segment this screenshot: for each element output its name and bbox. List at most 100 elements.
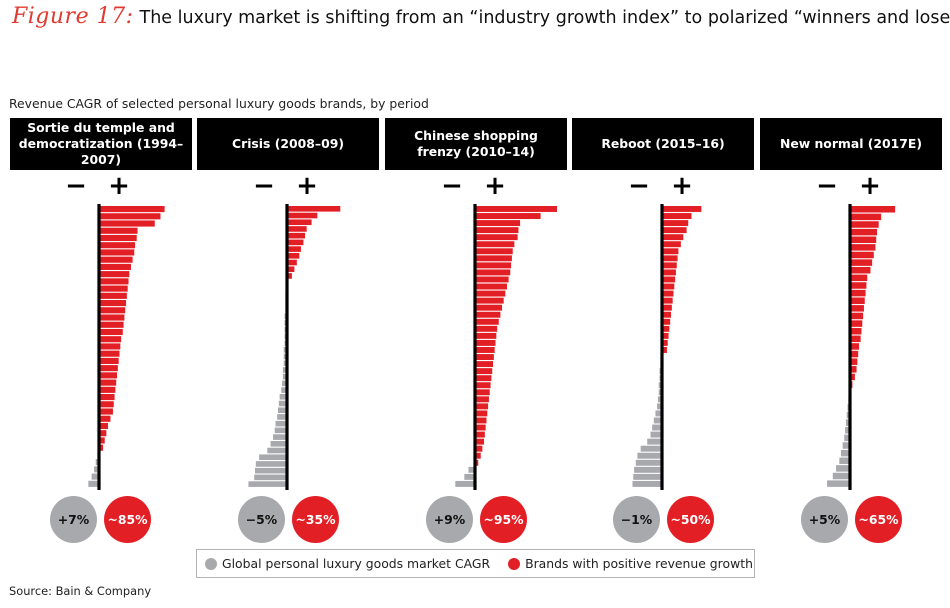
chart-legend: Global personal luxury goods market CAGR… (196, 549, 755, 578)
positive-growth-bar (287, 206, 341, 212)
positive-growth-bar (475, 227, 519, 234)
negative-growth-bar (844, 434, 850, 442)
positive-growth-bar (475, 234, 518, 241)
negative-growth-bar (248, 481, 287, 487)
legend-grey-dot-icon (205, 557, 217, 570)
negative-growth-bar (255, 461, 287, 467)
positive-growth-bar (475, 241, 515, 248)
negative-growth-bar (632, 480, 662, 487)
positive-growth-bar (475, 375, 492, 382)
negative-growth-bar (832, 472, 850, 480)
legend-label-market: Global personal luxury goods market CAGR (222, 556, 491, 571)
negative-growth-bar (282, 373, 287, 380)
negative-growth-bar (91, 473, 99, 480)
negative-growth-bar (836, 465, 850, 472)
negative-growth-bar (95, 459, 99, 466)
positive-growth-bar (850, 251, 874, 259)
positive-growth-bar (99, 415, 111, 422)
positive-growth-bar (475, 389, 490, 396)
positive-growth-bar (99, 300, 127, 307)
positive-growth-bar (475, 452, 481, 459)
positive-growth-bar (475, 354, 494, 360)
positive-growth-bar (475, 396, 489, 403)
positive-growth-bar (850, 327, 862, 335)
negative-growth-bar (281, 387, 287, 393)
negative-growth-bar (267, 447, 287, 454)
positive-growth-bar (850, 266, 871, 274)
positive-growth-bar (475, 206, 557, 212)
negative-growth-bar (468, 466, 475, 473)
positive-growth-bar (475, 347, 495, 353)
positive-growth-bar (662, 318, 671, 325)
positive-growth-bar (475, 339, 496, 346)
positive-growth-bar (475, 417, 487, 424)
positive-growth-bar (99, 249, 135, 256)
negative-growth-bar (274, 427, 287, 434)
positive-growth-bar (850, 274, 868, 282)
positive-growth-bar (662, 290, 674, 297)
positive-growth-bar (475, 213, 541, 219)
negative-growth-bar (657, 403, 662, 410)
positive-growth-bar (475, 325, 498, 332)
positive-growth-bar (662, 227, 687, 234)
positive-growth-bar (287, 266, 295, 273)
negative-growth-bar (275, 420, 287, 427)
negative-growth-bar (840, 449, 850, 457)
positive-growth-bar (99, 292, 127, 299)
positive-share-circle: ~35% (292, 496, 339, 543)
positive-growth-bar (850, 335, 861, 343)
positive-growth-bar (287, 212, 318, 219)
plus-sign: + (671, 171, 693, 201)
positive-growth-bar (475, 248, 513, 255)
positive-growth-bar (475, 255, 512, 262)
market-cagr-circle: +9% (426, 496, 473, 543)
plus-sign: + (296, 171, 318, 201)
positive-growth-bar (850, 366, 857, 373)
negative-growth-bar (270, 441, 287, 447)
positive-growth-bar (850, 221, 879, 228)
positive-growth-bar (287, 232, 306, 239)
positive-growth-bar (662, 332, 669, 339)
positive-growth-bar (850, 259, 873, 266)
positive-growth-bar (287, 219, 312, 226)
positive-growth-bar (662, 206, 702, 212)
negative-growth-bar (655, 410, 662, 417)
market-cagr-circle: −1% (613, 496, 660, 543)
market-cagr-circle: +7% (50, 496, 97, 543)
positive-growth-bar (99, 321, 124, 328)
positive-growth-bar (662, 269, 676, 276)
positive-growth-bar (850, 206, 896, 213)
negative-growth-bar (637, 452, 662, 459)
positive-growth-bar (850, 343, 860, 350)
chart-subtitle: Revenue CAGR of selected personal luxury… (9, 96, 429, 111)
positive-growth-bar (99, 430, 107, 437)
negative-growth-bar (845, 427, 850, 434)
negative-growth-bar (88, 480, 99, 487)
positive-growth-bar (99, 263, 131, 270)
positive-growth-bar (99, 307, 126, 314)
negative-growth-bar (842, 442, 850, 449)
market-cagr-circle: +5% (801, 496, 848, 543)
negative-growth-bar (255, 467, 287, 474)
positive-growth-bar (99, 206, 165, 213)
negative-growth-bar (634, 466, 662, 473)
positive-growth-bar (475, 332, 497, 339)
positive-growth-bar (662, 325, 670, 332)
negative-growth-bar (633, 473, 662, 480)
positive-growth-bar (850, 297, 865, 304)
positive-growth-bar (287, 246, 301, 252)
positive-growth-bar (475, 410, 488, 417)
positive-growth-bar (99, 314, 125, 321)
positive-growth-bar (850, 282, 867, 289)
positive-growth-bar (662, 262, 677, 269)
panel-header: Reboot (2015–16) (572, 118, 754, 170)
positive-growth-bar (662, 297, 673, 304)
positive-growth-bar (475, 290, 506, 297)
negative-growth-bar (94, 466, 99, 473)
positive-growth-bar (99, 386, 116, 393)
positive-growth-bar (850, 236, 877, 244)
positive-growth-bar (287, 239, 304, 246)
positive-growth-bar (99, 394, 115, 401)
positive-growth-bar (475, 424, 486, 431)
positive-growth-bar (850, 213, 882, 221)
